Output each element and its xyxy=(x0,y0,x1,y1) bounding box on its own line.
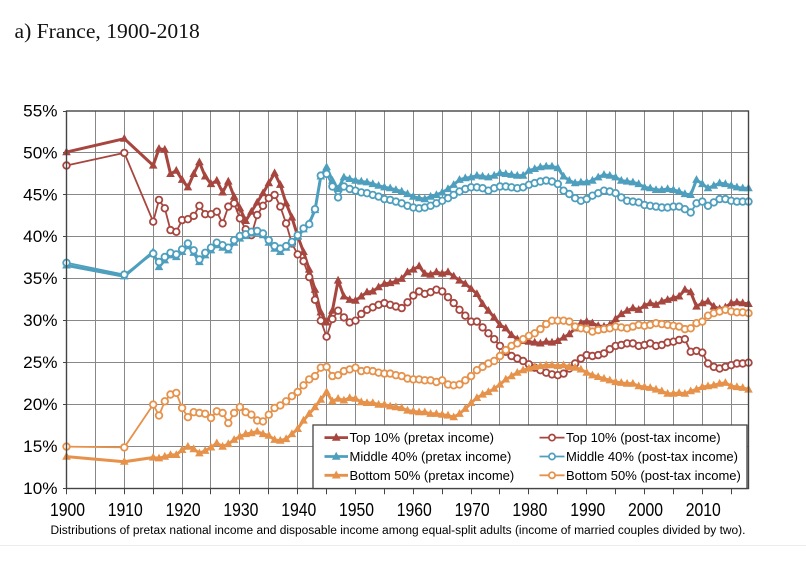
svg-text:30%: 30% xyxy=(23,312,57,330)
svg-text:1950: 1950 xyxy=(339,499,374,520)
svg-text:1980: 1980 xyxy=(512,499,547,520)
svg-text:2000: 2000 xyxy=(628,499,663,520)
svg-text:1940: 1940 xyxy=(281,499,316,520)
svg-text:Bottom 50% (pretax income): Bottom 50% (pretax income) xyxy=(350,468,515,483)
svg-text:Middle 40% (post-tax income): Middle 40% (post-tax income) xyxy=(566,449,738,464)
svg-text:1990: 1990 xyxy=(570,499,605,520)
svg-text:a) France, 1900-2018: a) France, 1900-2018 xyxy=(15,19,200,43)
svg-text:2010: 2010 xyxy=(686,499,721,520)
svg-text:20%: 20% xyxy=(23,396,57,414)
svg-text:55%: 55% xyxy=(23,102,57,120)
svg-text:25%: 25% xyxy=(23,354,57,372)
svg-text:Middle 40% (pretax income): Middle 40% (pretax income) xyxy=(350,449,512,464)
svg-text:10%: 10% xyxy=(23,480,57,498)
svg-text:35%: 35% xyxy=(23,270,57,288)
svg-text:40%: 40% xyxy=(23,228,57,246)
svg-text:1920: 1920 xyxy=(166,499,201,520)
svg-text:1900: 1900 xyxy=(50,499,85,520)
svg-text:15%: 15% xyxy=(23,438,57,456)
svg-text:1970: 1970 xyxy=(455,499,490,520)
svg-text:Bottom 50% (post-tax income): Bottom 50% (post-tax income) xyxy=(566,468,741,483)
svg-text:Distributions of pretax nation: Distributions of pretax national income … xyxy=(51,525,746,537)
svg-text:Top 10% (post-tax income): Top 10% (post-tax income) xyxy=(566,430,721,445)
svg-text:50%: 50% xyxy=(23,144,57,162)
svg-text:1910: 1910 xyxy=(108,499,143,520)
svg-text:1960: 1960 xyxy=(397,499,432,520)
svg-text:1930: 1930 xyxy=(223,499,258,520)
svg-text:Top 10% (pretax income): Top 10% (pretax income) xyxy=(350,430,495,445)
svg-text:45%: 45% xyxy=(23,186,57,204)
